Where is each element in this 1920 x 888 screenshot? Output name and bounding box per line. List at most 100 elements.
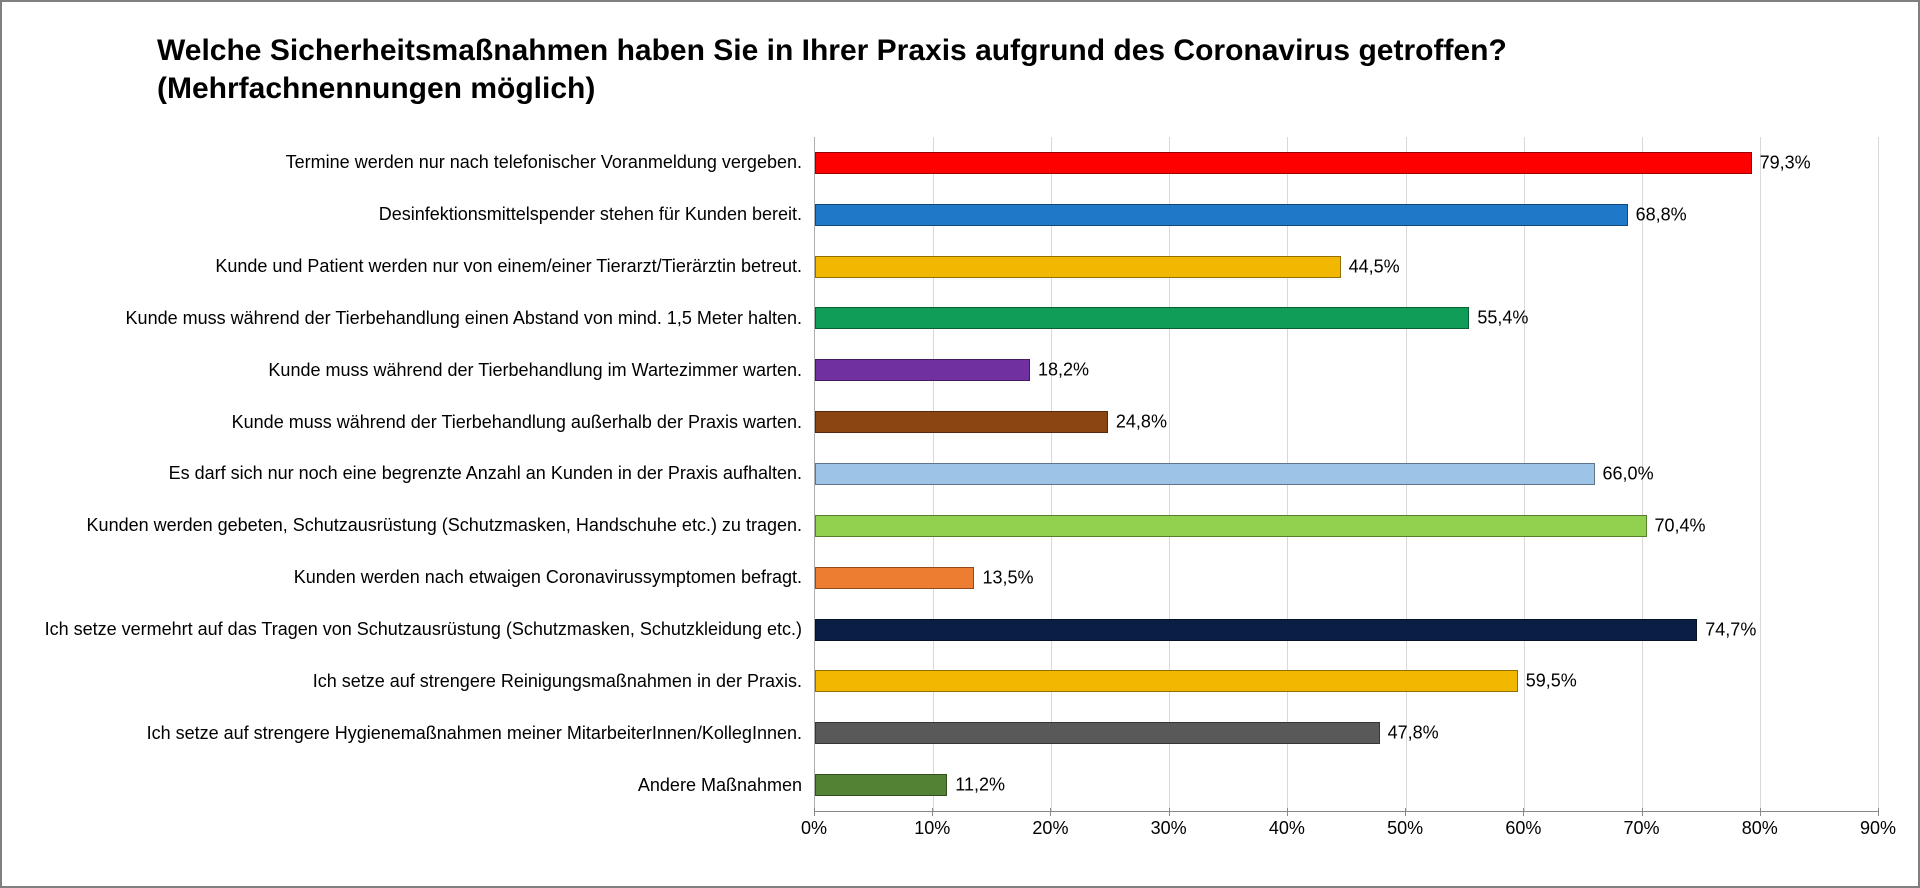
grid-line xyxy=(1406,241,1407,293)
grid-line xyxy=(1287,759,1288,811)
grid-line xyxy=(1051,759,1052,811)
bar-row: Kunde muss während der Tierbehandlung ei… xyxy=(42,293,1878,345)
grid-line xyxy=(1878,396,1879,448)
grid-line xyxy=(1524,707,1525,759)
x-tick-label: 40% xyxy=(1269,812,1305,839)
chart-title-line1: Welche Sicherheitsmaßnahmen haben Sie in… xyxy=(157,34,1507,67)
chart-body: Termine werden nur nach telefonischer Vo… xyxy=(42,137,1878,841)
grid-line xyxy=(1287,552,1288,604)
bar-value-label: 55,4% xyxy=(1469,308,1528,329)
category-label: Termine werden nur nach telefonischer Vo… xyxy=(42,152,814,173)
grid-line xyxy=(1287,344,1288,396)
plot-cell: 74,7% xyxy=(814,604,1878,656)
plot-cell: 55,4% xyxy=(814,293,1878,345)
grid-line xyxy=(1406,552,1407,604)
grid-line xyxy=(1760,552,1761,604)
bar-row: Ich setze auf strengere Reinigungsmaßnah… xyxy=(42,655,1878,707)
category-label: Kunde muss während der Tierbehandlung au… xyxy=(42,412,814,433)
bar xyxy=(815,515,1647,537)
bar xyxy=(815,256,1341,278)
bar-row: Andere Maßnahmen11,2% xyxy=(42,759,1878,811)
bar-value-label: 79,3% xyxy=(1752,152,1811,173)
bar-row: Kunde muss während der Tierbehandlung au… xyxy=(42,396,1878,448)
grid-line xyxy=(1878,604,1879,656)
grid-line xyxy=(1524,344,1525,396)
bar-row: Kunden werden gebeten, Schutzausrüstung … xyxy=(42,500,1878,552)
bar xyxy=(815,619,1697,641)
grid-line xyxy=(1878,189,1879,241)
bar-value-label: 18,2% xyxy=(1030,360,1089,381)
grid-line xyxy=(1878,552,1879,604)
grid-line xyxy=(1169,344,1170,396)
bar xyxy=(815,411,1108,433)
x-axis-plot: 0%10%20%30%40%50%60%70%80%90% xyxy=(814,811,1878,841)
plot-cell: 13,5% xyxy=(814,552,1878,604)
grid-line xyxy=(1878,707,1879,759)
bar xyxy=(815,463,1595,485)
plot-cell: 59,5% xyxy=(814,655,1878,707)
plot-cell: 68,8% xyxy=(814,189,1878,241)
bar-value-label: 13,5% xyxy=(974,567,1033,588)
bar-value-label: 70,4% xyxy=(1647,515,1706,536)
grid-line xyxy=(1642,344,1643,396)
bar-value-label: 11,2% xyxy=(947,775,1005,796)
grid-line xyxy=(1642,655,1643,707)
plot-cell: 70,4% xyxy=(814,500,1878,552)
bar-value-label: 47,8% xyxy=(1380,723,1439,744)
grid-line xyxy=(1760,396,1761,448)
plot-cell: 66,0% xyxy=(814,448,1878,500)
bar-row: Termine werden nur nach telefonischer Vo… xyxy=(42,137,1878,189)
grid-line xyxy=(1169,552,1170,604)
category-label: Kunden werden nach etwaigen Coronaviruss… xyxy=(42,567,814,588)
grid-line xyxy=(1406,396,1407,448)
x-tick-label: 10% xyxy=(914,812,950,839)
grid-line xyxy=(1878,293,1879,345)
plot-cell: 44,5% xyxy=(814,241,1878,293)
plot-cell: 79,3% xyxy=(814,137,1878,189)
x-axis-spacer xyxy=(42,811,814,841)
x-tick-label: 90% xyxy=(1860,812,1896,839)
bar-value-label: 44,5% xyxy=(1341,256,1400,277)
grid-line xyxy=(1760,189,1761,241)
grid-line xyxy=(1878,241,1879,293)
x-tick-label: 60% xyxy=(1505,812,1541,839)
grid-line xyxy=(1760,655,1761,707)
bar-value-label: 68,8% xyxy=(1628,204,1687,225)
bar-row: Ich setze auf strengere Hygienemaßnahmen… xyxy=(42,707,1878,759)
category-label: Ich setze auf strengere Hygienemaßnahmen… xyxy=(42,723,814,744)
grid-line xyxy=(1406,344,1407,396)
bar-row: Ich setze vermehrt auf das Tragen von Sc… xyxy=(42,604,1878,656)
grid-line xyxy=(1760,448,1761,500)
grid-line xyxy=(1524,552,1525,604)
bar xyxy=(815,670,1518,692)
plot-cell: 47,8% xyxy=(814,707,1878,759)
grid-line xyxy=(1169,759,1170,811)
grid-line xyxy=(1760,759,1761,811)
grid-line xyxy=(1760,707,1761,759)
grid-line xyxy=(1524,396,1525,448)
grid-line xyxy=(1642,707,1643,759)
grid-line xyxy=(1051,552,1052,604)
plot-cell: 18,2% xyxy=(814,344,1878,396)
grid-line xyxy=(1642,552,1643,604)
bar xyxy=(815,567,974,589)
x-tick-label: 30% xyxy=(1151,812,1187,839)
bar-row: Desinfektionsmittelspender stehen für Ku… xyxy=(42,189,1878,241)
grid-line xyxy=(1878,759,1879,811)
grid-line xyxy=(1878,500,1879,552)
bar xyxy=(815,152,1752,174)
grid-line xyxy=(1524,759,1525,811)
grid-line xyxy=(1642,241,1643,293)
grid-line xyxy=(1760,604,1761,656)
bar-value-label: 24,8% xyxy=(1108,412,1167,433)
grid-line xyxy=(1878,448,1879,500)
x-tick-label: 70% xyxy=(1624,812,1660,839)
plot-cell: 11,2% xyxy=(814,759,1878,811)
chart-title-line2: (Mehrfachnennungen möglich) xyxy=(157,72,595,105)
bar-value-label: 74,7% xyxy=(1697,619,1756,640)
grid-line xyxy=(1169,396,1170,448)
grid-line xyxy=(1878,655,1879,707)
x-tick-label: 20% xyxy=(1032,812,1068,839)
bar-value-label: 66,0% xyxy=(1595,463,1654,484)
x-tick-label: 80% xyxy=(1742,812,1778,839)
